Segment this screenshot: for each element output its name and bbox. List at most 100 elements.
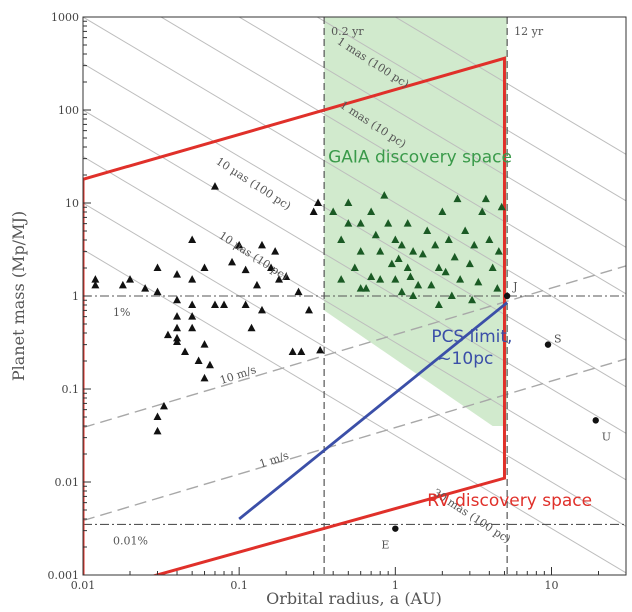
- planet-marker: [434, 263, 443, 272]
- rv-region-outline: [83, 56, 506, 575]
- y-tick-label: 0.01: [55, 476, 80, 489]
- guide-line-label: 10 μas (100 pc): [214, 155, 294, 213]
- planet-marker: [194, 356, 203, 365]
- planet-marker: [118, 280, 127, 289]
- planet-marker: [220, 300, 229, 309]
- planet-marker: [282, 272, 291, 281]
- planet-marker: [367, 207, 376, 216]
- solar-system-planet-label: E: [381, 539, 389, 552]
- pcs-limit-label: PCS limit,: [431, 327, 512, 347]
- planet-marker: [297, 347, 306, 355]
- planet-marker: [163, 330, 172, 339]
- planet-marker: [337, 275, 346, 283]
- astrometric-guide-line: [160, 17, 626, 295]
- period-label: 0.2 yr: [331, 25, 364, 38]
- rv-guide-line: [83, 265, 626, 429]
- planet-marker: [406, 272, 415, 281]
- planet-marker: [403, 263, 412, 272]
- planet-marker: [391, 235, 400, 244]
- y-tick-label: 1: [72, 290, 79, 303]
- planet-marker: [434, 300, 443, 309]
- planet-marker: [380, 191, 389, 199]
- planet-marker: [337, 235, 346, 244]
- planet-marker: [210, 300, 219, 309]
- planet-marker: [470, 240, 479, 249]
- planet-marker: [181, 347, 190, 355]
- planet-marker: [447, 291, 456, 299]
- planet-marker: [257, 305, 266, 314]
- solar-system-planet-dot: [392, 525, 399, 532]
- planet-marker: [275, 275, 284, 283]
- planet-marker: [438, 207, 447, 216]
- planet-marker: [356, 219, 365, 227]
- planet-marker: [241, 300, 250, 309]
- planet-marker: [288, 347, 297, 355]
- planet-marker: [257, 240, 266, 249]
- planet-marker: [173, 323, 182, 332]
- planet-marker: [188, 300, 197, 309]
- y-tick-label: 1000: [51, 11, 79, 24]
- planet-marker: [397, 287, 406, 296]
- planet-marker: [173, 270, 182, 278]
- planet-marker: [481, 194, 490, 203]
- x-tick-label: 1: [392, 579, 399, 592]
- planet-marker: [188, 323, 197, 332]
- planet-marker: [153, 263, 162, 272]
- planet-marker: [314, 198, 323, 206]
- planet-marker: [188, 275, 197, 283]
- planet-marker: [153, 412, 162, 420]
- planet-marker: [394, 254, 403, 262]
- guide-line-label: 10 m/s: [218, 363, 258, 387]
- planet-marker: [391, 275, 400, 283]
- astrometric-guide-line: [83, 202, 626, 527]
- planet-marker: [384, 219, 393, 227]
- planet-marker: [409, 291, 418, 299]
- planet-marker: [376, 247, 385, 255]
- planet-marker: [367, 272, 376, 281]
- solar-system-planet-label: S: [554, 333, 562, 346]
- x-tick-label: 10: [544, 579, 558, 592]
- astrometric-guide-line: [83, 156, 626, 481]
- astrometric-guide-line: [83, 249, 626, 574]
- planet-marker: [427, 280, 436, 289]
- planet-marker: [362, 284, 371, 292]
- y-axis-label: Planet mass (Mp/MJ): [9, 211, 28, 381]
- rv-region-label: RV discovery space: [427, 491, 592, 511]
- mass-ratio-label: 1%: [113, 306, 130, 319]
- solar-system-planet-dot: [592, 417, 599, 424]
- astrometric-guide-line: [394, 17, 626, 155]
- guide-line-label: 1 m/s: [258, 449, 291, 471]
- gaia-region: [324, 17, 508, 427]
- planet-marker: [465, 259, 474, 268]
- planet-marker: [267, 263, 276, 272]
- solar-system-planet-label: U: [602, 430, 611, 443]
- planet-marker: [252, 280, 261, 289]
- planet-marker: [493, 284, 502, 292]
- planet-marker: [188, 235, 197, 244]
- planet-marker: [350, 263, 359, 272]
- astrometric-guide-line: [238, 17, 626, 248]
- planet-marker: [356, 247, 365, 255]
- planet-marker: [371, 230, 380, 239]
- solar-system-planet-label: J: [512, 280, 517, 293]
- period-label: 12 yr: [514, 25, 544, 38]
- planet-marker: [173, 312, 182, 320]
- planet-marker: [397, 240, 406, 249]
- planet-marker: [294, 287, 303, 296]
- planet-marker: [153, 426, 162, 435]
- planet-marker: [423, 226, 432, 234]
- planet-marker: [228, 257, 237, 266]
- planet-marker: [478, 207, 487, 216]
- planet-marker: [485, 235, 494, 244]
- gaia-region-label: GAIA discovery space: [328, 148, 512, 168]
- planet-marker: [173, 337, 182, 346]
- astrometric-guide-line: [83, 109, 626, 434]
- planet-marker: [344, 198, 353, 206]
- solar-system-planet-dot: [503, 292, 511, 300]
- planet-marker: [173, 295, 182, 304]
- planet-marker: [200, 373, 209, 382]
- planet-marker: [153, 287, 162, 296]
- rv-guide-line: [83, 358, 626, 522]
- planet-marker: [141, 284, 150, 292]
